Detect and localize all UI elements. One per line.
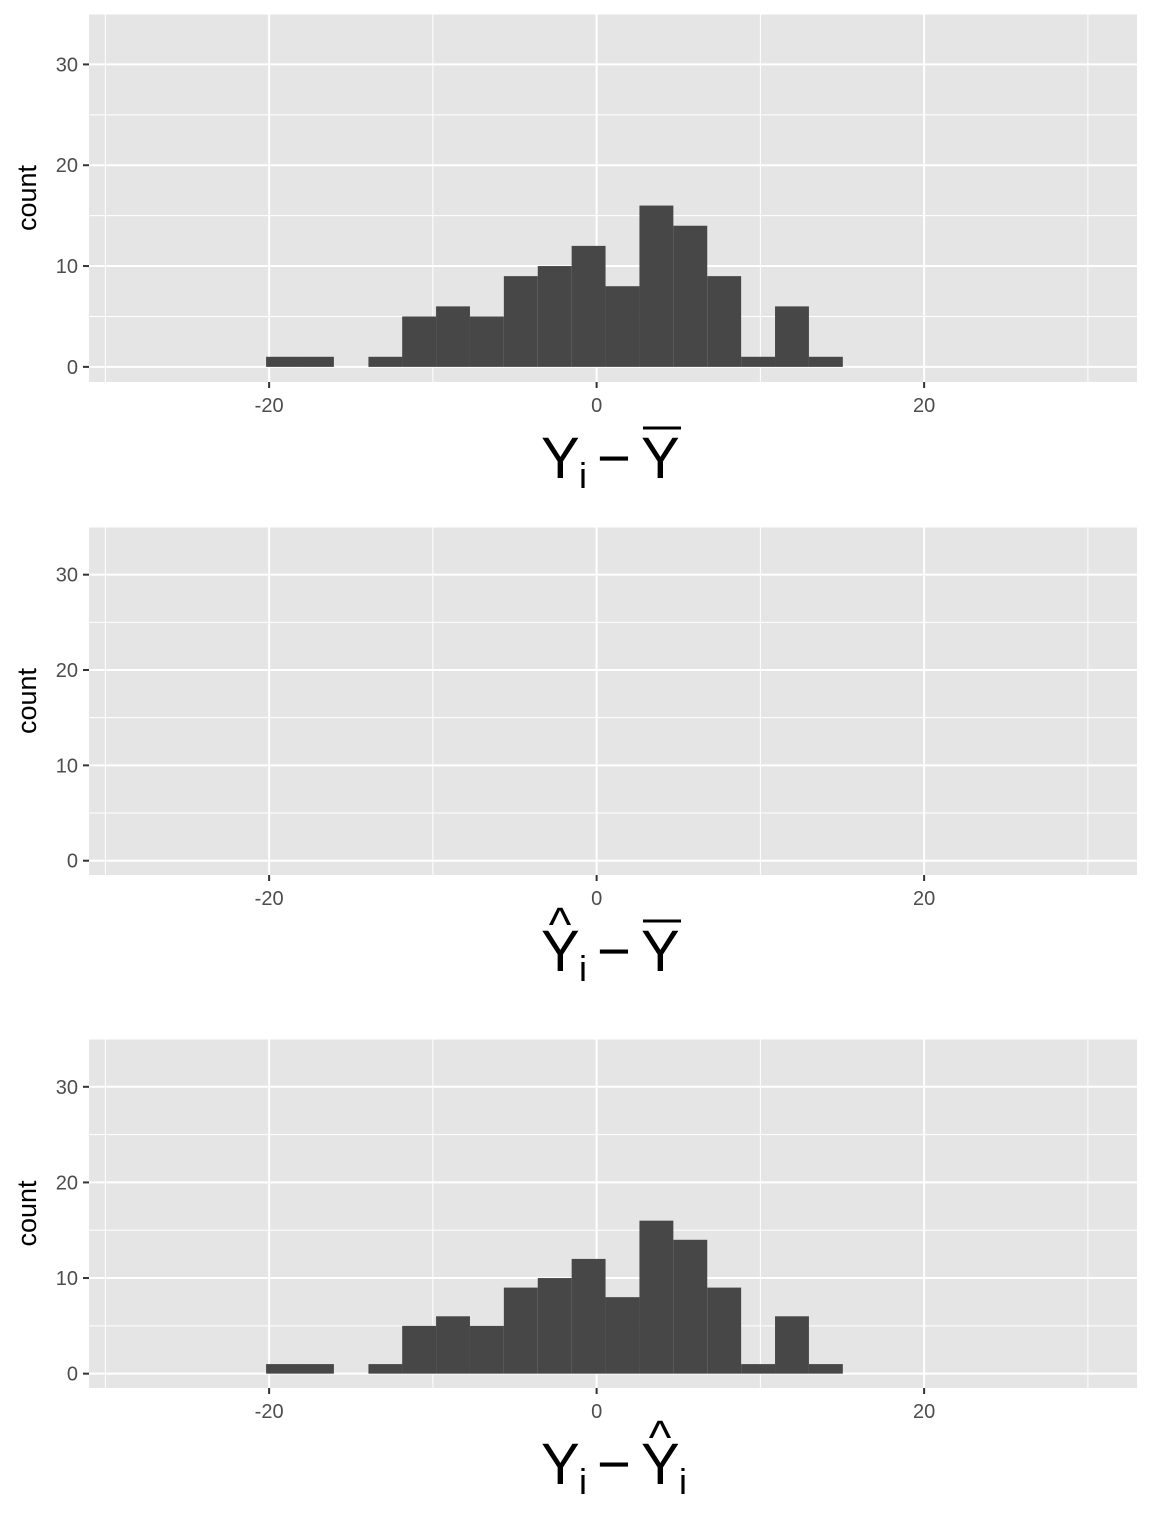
plot-background [89,527,1137,875]
histogram-bar [402,316,437,367]
y-tick-label: 30 [56,565,78,587]
histogram-bar [299,1364,334,1374]
histogram-bar [469,1325,504,1374]
histogram-bar [537,1278,572,1374]
x-title-minus: − [597,919,631,984]
x-title-subscript: i [679,1461,687,1502]
y-tick-label: 0 [67,851,78,873]
x-title-minus: − [597,1432,631,1497]
y-tick-label: 10 [56,256,78,278]
histogram-bar [741,1364,776,1374]
histogram-bar [537,266,572,367]
histogram-bar [808,356,843,367]
y-tick-label: 0 [67,1364,78,1386]
histogram-bar [503,1287,538,1374]
histogram-bar [673,1239,708,1374]
x-tick-label: -20 [255,1401,284,1423]
histogram-bar [368,1364,403,1374]
histogram-bar [299,356,334,367]
x-title-symbol: Y [541,919,580,984]
x-tick-label: -20 [255,395,284,417]
y-tick-label: 20 [56,660,78,682]
histogram-bar [775,306,809,367]
x-title-symbol: Y [541,1432,580,1497]
histogram-bar [571,245,606,367]
histogram-bar [503,276,538,367]
histogram-bar [571,1258,606,1374]
histogram-bar [741,356,776,367]
chart-panel-1: 0 10 20 30 -20 0 20 count Y i − Y [12,13,1137,496]
y-axis-title: count [12,667,42,734]
x-title-subscript: i [579,1461,587,1502]
histogram-bar [775,1316,809,1374]
y-tick-label: 30 [56,1077,78,1099]
x-title-subscript: i [579,455,587,496]
histogram-bar [469,316,504,367]
y-axis-title: count [12,1180,42,1247]
x-tick-label: 0 [591,1401,602,1423]
x-tick-label: -20 [255,888,284,910]
hat-mark: ^ [649,1412,672,1465]
y-tick-label: 20 [56,1172,78,1194]
histogram-bar [639,205,674,367]
x-tick-label: 20 [913,395,935,417]
histogram-bar [639,1220,674,1374]
x-tick-label: 20 [913,1401,935,1423]
x-title-symbol: Y [641,1432,680,1497]
histogram-bar [368,356,403,367]
y-tick-label: 30 [56,54,78,76]
x-tick-label: 0 [591,888,602,910]
histogram-bar [673,225,708,367]
histogram-bar [605,1297,640,1374]
histogram-bar [266,356,300,367]
x-title-symbol: Y [641,919,680,984]
histogram-bar [707,1287,742,1374]
x-title-minus: − [597,426,631,491]
x-title-symbol: Y [641,426,680,491]
hat-mark: ^ [549,899,572,952]
y-tick-label: 20 [56,155,78,177]
x-title-symbol: Y [541,426,580,491]
y-tick-label: 10 [56,755,78,777]
histogram-bar [808,1364,843,1374]
x-title-subscript: i [579,948,587,989]
x-axis-title: Y^i − Y [541,899,681,989]
x-tick-label: 0 [591,395,602,417]
histogram-bar [436,1316,470,1374]
histogram-bar [266,1364,300,1374]
y-tick-label: 0 [67,357,78,379]
histogram-bar [707,276,742,367]
histogram-bar [402,1325,437,1374]
y-tick-label: 10 [56,1268,78,1290]
y-axis-title: count [12,164,42,231]
histogram-bar [605,286,640,367]
histogram-bar [436,306,470,367]
x-tick-label: 20 [913,888,935,910]
